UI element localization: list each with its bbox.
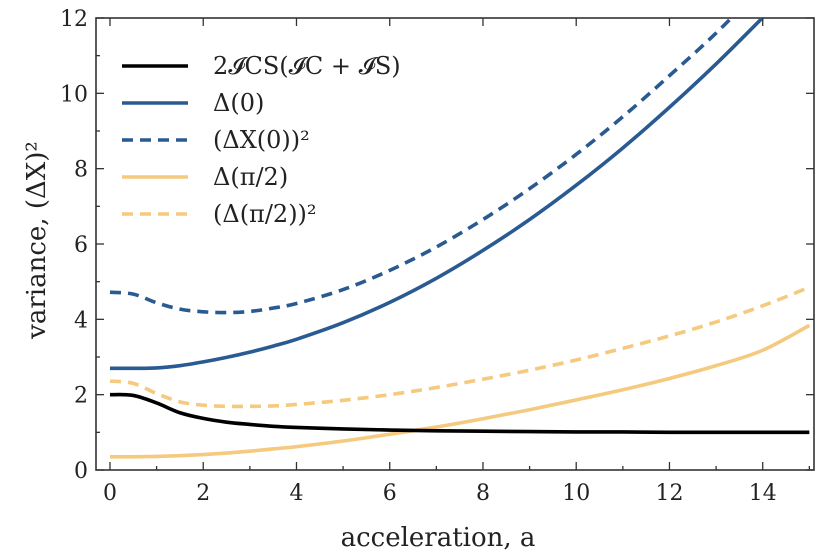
x-tick-label: 14 <box>749 481 777 506</box>
series-layer <box>109 18 811 459</box>
series-line-1 <box>109 392 810 435</box>
legend-label-1: 2𝓘CS(𝓘C + 𝓘S) <box>213 52 401 80</box>
y-tick-label: 2 <box>74 384 88 409</box>
x-tick-label: 6 <box>383 481 397 506</box>
y-tick-label: 6 <box>74 233 88 258</box>
x-tick-label: 8 <box>476 481 490 506</box>
y-tick-label: 10 <box>60 82 88 107</box>
series-line-4 <box>109 323 811 459</box>
x-axis-title: acceleration, a <box>341 523 536 552</box>
y-tick-label: 4 <box>74 308 88 333</box>
x-tick-label: 2 <box>196 481 210 506</box>
series-line-3 <box>109 18 734 315</box>
y-tick-label: 8 <box>74 158 88 183</box>
legend-label-4: Δ(π/2) <box>213 163 288 191</box>
legend-label-3: (ΔX(0))² <box>213 126 310 154</box>
series-line-5 <box>109 285 811 409</box>
x-tick-label: 4 <box>289 481 303 506</box>
x-tick-label: 10 <box>562 481 590 506</box>
y-tick-label: 0 <box>74 459 88 484</box>
legend-label-2: Δ(0) <box>213 89 264 117</box>
x-tick-label: 0 <box>103 481 117 506</box>
tick-layer: 0 2 4 6 8 10 12 14 0 2 4 6 8 10 12 <box>60 7 814 506</box>
x-tick-label: 12 <box>655 481 683 506</box>
y-tick-label: 12 <box>60 7 88 32</box>
legend-label-5: (Δ(π/2))² <box>213 200 317 228</box>
y-axis-title: variance, (ΔX)² <box>22 141 52 340</box>
series-line-2 <box>109 18 765 371</box>
legend: 2𝓘CS(𝓘C + 𝓘S) Δ(0) (ΔX(0))² Δ(π/2) (Δ(π/2))² <box>122 52 401 228</box>
